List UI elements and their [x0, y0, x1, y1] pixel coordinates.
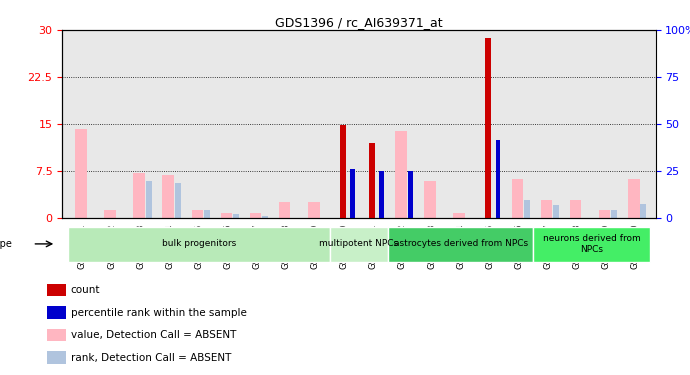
Bar	[47, 306, 66, 319]
Text: rank, Detection Call = ABSENT: rank, Detection Call = ABSENT	[70, 352, 231, 363]
Text: count: count	[70, 285, 100, 295]
Title: GDS1396 / rc_AI639371_at: GDS1396 / rc_AI639371_at	[275, 16, 442, 29]
Bar	[408, 171, 413, 217]
Bar	[330, 227, 388, 262]
Bar	[47, 284, 66, 296]
Bar	[204, 210, 210, 218]
Bar	[453, 213, 465, 217]
Bar	[369, 142, 375, 218]
Bar	[511, 179, 523, 218]
Bar	[485, 38, 491, 218]
Bar	[540, 200, 552, 217]
Bar	[640, 204, 647, 218]
Text: astrocytes derived from NPCs: astrocytes derived from NPCs	[393, 239, 528, 248]
Bar	[388, 227, 533, 262]
Bar	[262, 216, 268, 217]
Bar	[533, 227, 650, 262]
Text: percentile rank within the sample: percentile rank within the sample	[70, 308, 246, 318]
Bar	[104, 210, 116, 218]
Bar	[553, 205, 559, 218]
Bar	[395, 131, 407, 218]
Text: neurons derived from
NPCs: neurons derived from NPCs	[542, 234, 640, 254]
Text: bulk progenitors: bulk progenitors	[161, 239, 236, 248]
Bar	[68, 227, 330, 262]
Bar	[524, 200, 530, 217]
Bar	[611, 210, 617, 218]
Bar	[192, 210, 203, 218]
Text: value, Detection Call = ABSENT: value, Detection Call = ABSENT	[70, 330, 236, 340]
Bar	[162, 175, 174, 217]
Text: cell type: cell type	[0, 239, 12, 249]
Bar	[495, 140, 500, 218]
Bar	[221, 213, 233, 217]
Bar	[75, 129, 87, 217]
Bar	[340, 125, 346, 217]
Bar	[250, 213, 262, 217]
Bar	[424, 181, 436, 218]
Bar	[380, 171, 384, 217]
Bar	[146, 182, 152, 218]
Bar	[308, 202, 319, 217]
Bar	[47, 351, 66, 364]
Bar	[233, 214, 239, 217]
Bar	[133, 172, 145, 217]
Bar	[175, 183, 181, 218]
Bar	[47, 329, 66, 341]
Bar	[279, 202, 290, 217]
Bar	[628, 179, 640, 218]
Text: multipotent NPCs: multipotent NPCs	[319, 239, 398, 248]
Bar	[570, 200, 581, 217]
Bar	[351, 169, 355, 217]
Bar	[599, 210, 611, 218]
